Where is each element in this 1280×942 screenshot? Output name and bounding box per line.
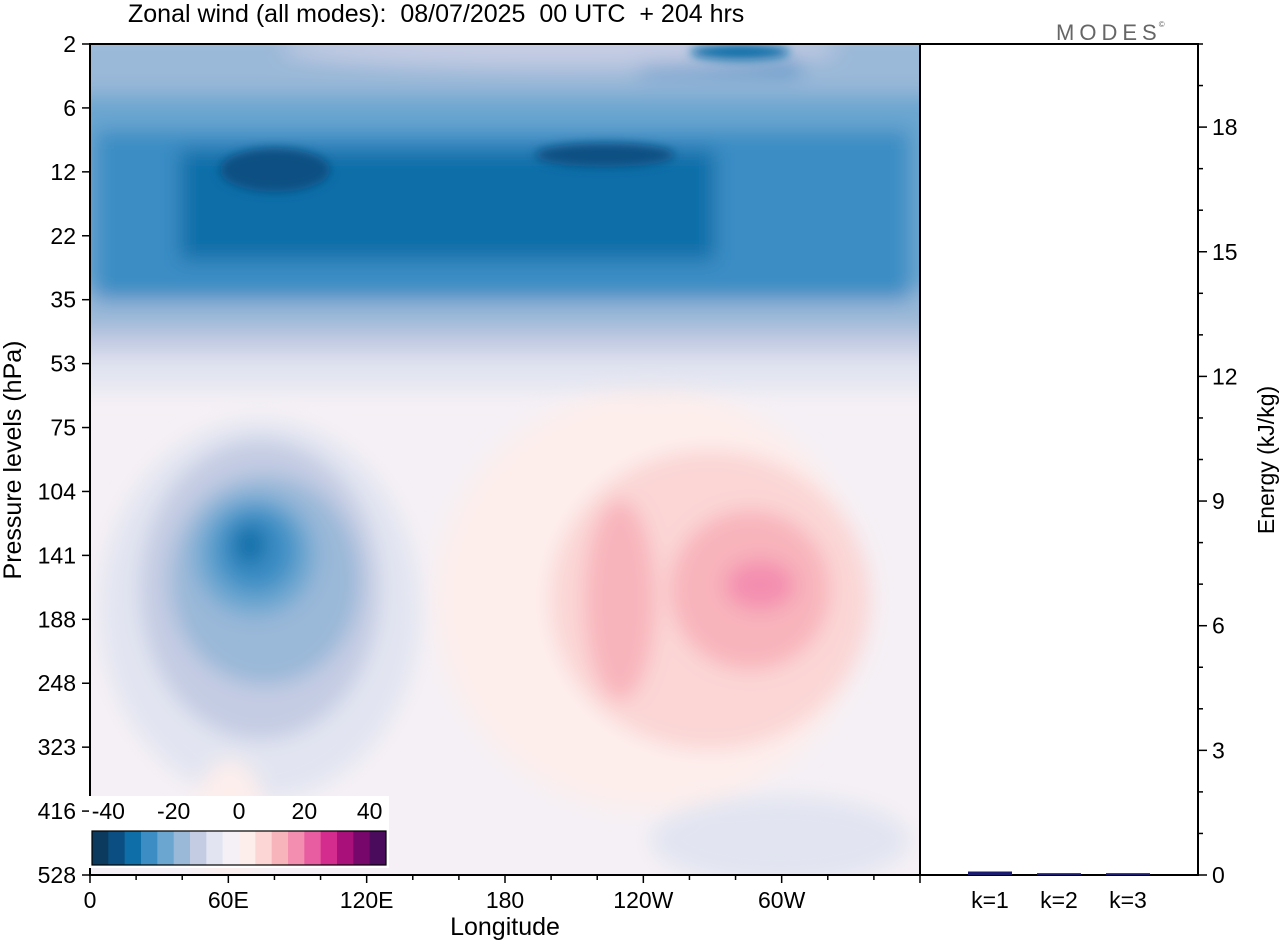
colorbar-label: 20 <box>292 798 318 824</box>
y-tick-label: 22 <box>50 223 76 249</box>
energy-category-label: k=1 <box>971 887 1009 913</box>
energy-axis-label: Energy (kJ/kg) <box>1253 386 1279 534</box>
colorbar-swatch <box>304 831 322 865</box>
colorbar-swatch <box>108 831 126 865</box>
y-tick-label: 104 <box>38 478 77 504</box>
energy-tick-label: 3 <box>1212 737 1225 763</box>
y-tick-label: 53 <box>50 351 76 377</box>
colorbar-label: -20 <box>157 798 190 824</box>
y-tick-label: 6 <box>63 95 76 121</box>
colorbar-swatch <box>92 831 109 865</box>
y-tick-label: 323 <box>38 734 76 760</box>
energy-bar <box>968 871 1012 875</box>
chart-title: Zonal wind (all modes): 08/07/2025 00 UT… <box>128 0 745 28</box>
x-tick-label: 180 <box>486 887 524 913</box>
colorbar-label: 0 <box>233 798 246 824</box>
energy-tick-label: 0 <box>1212 862 1225 888</box>
x-tick-label: 60W <box>758 887 806 913</box>
y-tick-label: 248 <box>38 670 76 696</box>
x-tick-label: 120W <box>613 887 673 913</box>
colorbar-swatch <box>206 831 224 865</box>
x-axis: 0 60E 120E 180 120W 60W <box>84 875 921 913</box>
modes-logo: MODES© <box>1056 20 1165 45</box>
colorbar-swatch <box>255 831 273 865</box>
zonal-wind-heatmap <box>90 44 920 875</box>
energy-tick-label: 15 <box>1212 239 1238 265</box>
y-axis-label: Pressure levels (hPa) <box>0 341 27 580</box>
x-tick-label: 60E <box>208 887 249 913</box>
colorbar: -40 -20 0 20 40 <box>89 796 389 868</box>
colorbar-swatch <box>288 831 305 865</box>
energy-axis: 0 3 6 9 12 15 18 <box>1198 43 1238 888</box>
colorbar-swatch <box>320 831 338 865</box>
y-tick-label: 188 <box>38 606 76 632</box>
x-tick-label: 120E <box>340 887 394 913</box>
colorbar-swatch <box>353 831 371 865</box>
colorbar-swatch <box>157 831 175 865</box>
colorbar-frame <box>91 830 387 866</box>
y-tick-label: 2 <box>63 31 76 57</box>
colorbar-label: -40 <box>92 798 125 824</box>
colorbar-swatch <box>271 831 289 865</box>
colorbar-label: 40 <box>357 798 383 824</box>
y-tick-label: 75 <box>50 415 76 441</box>
energy-panel-frame <box>919 43 1199 876</box>
x-axis-label: Longitude <box>450 913 560 941</box>
energy-category-label: k=2 <box>1040 887 1078 913</box>
energy-bar <box>1037 873 1081 876</box>
colorbar-swatch <box>222 831 240 865</box>
colorbar-swatch <box>173 831 191 865</box>
energy-tick-label: 18 <box>1212 114 1238 140</box>
colorbar-swatch <box>369 831 387 865</box>
y-axis: 2 6 12 22 35 53 75 104 141 188 248 323 416 528 <box>38 31 90 888</box>
y-tick-label: 528 <box>38 862 76 888</box>
energy-category-label: k=3 <box>1109 887 1147 913</box>
x-tick-label: 0 <box>84 887 97 913</box>
energy-tick-label: 9 <box>1212 488 1225 514</box>
energy-bar <box>1106 873 1150 876</box>
y-tick-label: 35 <box>50 287 76 313</box>
y-tick-label: 141 <box>38 542 76 568</box>
colorbar-swatch <box>190 831 207 865</box>
colorbar-swatch <box>239 831 256 865</box>
colorbar-swatch <box>337 831 354 865</box>
y-tick-label: 12 <box>50 159 76 185</box>
colorbar-swatch <box>141 831 158 865</box>
energy-tick-label: 6 <box>1212 613 1225 639</box>
energy-tick-label: 12 <box>1212 363 1238 389</box>
colorbar-swatch <box>124 831 142 865</box>
y-tick-label: 416 <box>38 798 76 824</box>
energy-bars: k=1 k=2 k=3 <box>968 871 1150 913</box>
